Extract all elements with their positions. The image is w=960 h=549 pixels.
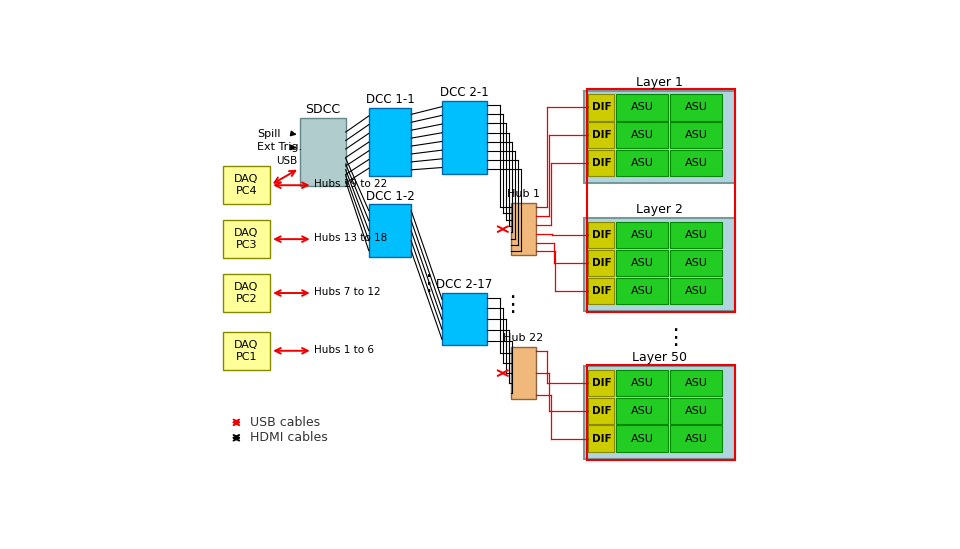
- Text: ASU: ASU: [631, 378, 654, 388]
- Text: Spill: Spill: [257, 128, 280, 139]
- Bar: [616, 150, 668, 176]
- Bar: [616, 397, 668, 424]
- Text: ASU: ASU: [684, 434, 708, 444]
- Bar: [616, 222, 668, 248]
- Text: DIF: DIF: [591, 230, 612, 240]
- Text: Hubs 13 to 18: Hubs 13 to 18: [314, 233, 388, 243]
- Bar: [585, 219, 734, 311]
- Bar: [588, 397, 614, 424]
- Text: DIF: DIF: [591, 285, 612, 296]
- Bar: [588, 250, 614, 276]
- Text: DCC 1-1: DCC 1-1: [366, 93, 415, 107]
- Bar: [588, 94, 614, 121]
- Text: ASU: ASU: [684, 158, 708, 168]
- Text: Layer 2: Layer 2: [636, 203, 683, 216]
- Text: DIF: DIF: [591, 258, 612, 268]
- Bar: [300, 118, 346, 186]
- Text: ASU: ASU: [631, 406, 654, 416]
- Text: ASU: ASU: [684, 103, 708, 113]
- Bar: [670, 150, 722, 176]
- Bar: [670, 397, 722, 424]
- Bar: [585, 366, 734, 458]
- Bar: [616, 425, 668, 452]
- Bar: [670, 222, 722, 248]
- Text: ASU: ASU: [684, 130, 708, 140]
- Text: ⋮: ⋮: [501, 295, 523, 315]
- Text: DIF: DIF: [591, 103, 612, 113]
- Text: ASU: ASU: [631, 158, 654, 168]
- Text: ASU: ASU: [684, 230, 708, 240]
- Text: Hub 22: Hub 22: [503, 333, 543, 344]
- Bar: [588, 370, 614, 396]
- Text: DIF: DIF: [591, 434, 612, 444]
- Text: DAQ
PC4: DAQ PC4: [234, 175, 258, 196]
- Bar: [369, 108, 411, 176]
- Bar: [670, 278, 722, 304]
- Text: USB: USB: [276, 155, 298, 166]
- Bar: [587, 365, 734, 460]
- Text: ⋮: ⋮: [418, 274, 440, 294]
- Text: DIF: DIF: [591, 158, 612, 168]
- Text: DIF: DIF: [591, 406, 612, 416]
- Bar: [616, 370, 668, 396]
- Text: DAQ
PC2: DAQ PC2: [234, 282, 258, 304]
- Bar: [587, 89, 734, 312]
- Text: Hubs 7 to 12: Hubs 7 to 12: [314, 287, 381, 297]
- Text: DCC 2-17: DCC 2-17: [436, 278, 492, 291]
- Bar: [670, 122, 722, 148]
- Bar: [670, 250, 722, 276]
- Bar: [223, 220, 271, 259]
- Text: Ext Trig.: Ext Trig.: [257, 143, 302, 153]
- Text: DAQ
PC3: DAQ PC3: [234, 228, 258, 250]
- Bar: [223, 332, 271, 370]
- Text: Layer 50: Layer 50: [632, 351, 687, 364]
- Text: Hubs 1 to 6: Hubs 1 to 6: [314, 345, 374, 355]
- Text: ASU: ASU: [684, 258, 708, 268]
- Bar: [616, 278, 668, 304]
- Bar: [588, 222, 614, 248]
- Text: ASU: ASU: [631, 230, 654, 240]
- Text: DCC 2-1: DCC 2-1: [440, 86, 489, 99]
- Bar: [442, 293, 487, 345]
- Text: ASU: ASU: [631, 130, 654, 140]
- Text: Hub 1: Hub 1: [507, 189, 540, 199]
- Bar: [616, 250, 668, 276]
- Bar: [670, 425, 722, 452]
- Bar: [588, 122, 614, 148]
- Text: ASU: ASU: [684, 285, 708, 296]
- Text: ASU: ASU: [684, 406, 708, 416]
- Bar: [223, 166, 271, 204]
- Text: Layer 1: Layer 1: [636, 76, 683, 88]
- Bar: [512, 203, 536, 255]
- Text: ⋮: ⋮: [663, 328, 686, 349]
- Bar: [585, 91, 734, 183]
- Text: DIF: DIF: [591, 378, 612, 388]
- Bar: [223, 274, 271, 312]
- Text: DIF: DIF: [591, 130, 612, 140]
- Text: DCC 1-2: DCC 1-2: [366, 189, 415, 203]
- Text: DAQ
PC1: DAQ PC1: [234, 340, 258, 362]
- Text: ASU: ASU: [631, 258, 654, 268]
- Bar: [442, 100, 487, 173]
- Text: Hubs 19 to 22: Hubs 19 to 22: [314, 180, 388, 189]
- Text: ASU: ASU: [631, 434, 654, 444]
- Bar: [670, 370, 722, 396]
- Bar: [670, 94, 722, 121]
- Bar: [616, 94, 668, 121]
- Bar: [588, 150, 614, 176]
- Text: HDMI cables: HDMI cables: [251, 432, 328, 444]
- Text: ASU: ASU: [684, 378, 708, 388]
- Text: USB cables: USB cables: [251, 416, 321, 429]
- Text: SDCC: SDCC: [305, 103, 340, 116]
- Bar: [588, 278, 614, 304]
- Text: ASU: ASU: [631, 103, 654, 113]
- Text: ASU: ASU: [631, 285, 654, 296]
- Bar: [512, 347, 536, 399]
- Bar: [616, 122, 668, 148]
- Bar: [369, 204, 411, 257]
- Bar: [588, 425, 614, 452]
